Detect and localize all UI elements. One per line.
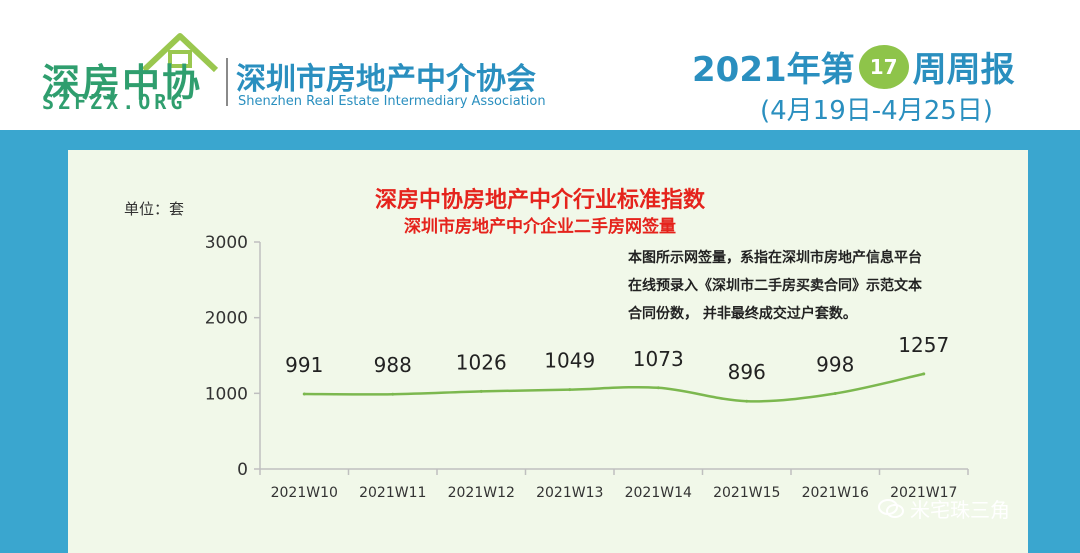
data-point (568, 388, 572, 392)
report-title: 2021年第 17 周周报 (692, 42, 1015, 91)
chart-title: 深房中协房地产中介行业标准指数 (374, 188, 705, 213)
logo-chinese: 深房中协 (42, 61, 203, 105)
x-tick-label: 2021W11 (359, 485, 426, 501)
data-label: 988 (374, 353, 412, 377)
association-name-cn: 深圳市房地产中介协会 (236, 62, 536, 97)
data-label: 1049 (544, 349, 595, 373)
note-line: 本图所示网签量，系指在深圳市房地产信息平台 (628, 250, 922, 266)
data-label: 998 (816, 352, 854, 376)
chart-subtitle: 深圳市房地产中介企业二手房网签量 (404, 217, 676, 237)
y-tick-label: 1000 (205, 384, 248, 404)
chart-panel (68, 150, 1028, 553)
week-number-badge: 17 (858, 44, 909, 89)
note-line: 合同份数， 并非最终成交过户套数。 (628, 306, 857, 322)
house-logo-icon (141, 33, 219, 73)
data-label: 1073 (633, 347, 684, 371)
x-tick-label: 2021W12 (448, 485, 515, 501)
x-tick-label: 2021W15 (713, 485, 780, 501)
logo-divider (226, 58, 228, 106)
data-point (745, 399, 749, 403)
data-label: 1257 (898, 333, 949, 357)
note-line: 在线预录入《深圳市二手房买卖合同》示范文本 (628, 278, 922, 294)
unit-label: 单位：套 (124, 200, 185, 218)
data-point (656, 386, 660, 390)
x-tick-label: 2021W10 (271, 485, 338, 501)
y-tick-label: 0 (237, 460, 248, 480)
watermark-text: 米宅珠三角 (910, 498, 1010, 522)
report-title-prefix: 2021年第 (692, 50, 855, 90)
logo-domain: SZFZX.ORG (42, 90, 187, 114)
report-title-suffix: 周周报 (912, 50, 1015, 90)
chart-note: 本图所示网签量，系指在深圳市房地产信息平台 在线预录入《深圳市二手房买卖合同》示… (628, 244, 988, 328)
association-name-en: Shenzhen Real Estate Intermediary Associ… (238, 94, 546, 109)
data-point (922, 372, 926, 376)
y-tick-label: 3000 (205, 233, 248, 253)
data-point (302, 392, 306, 396)
data-label: 1026 (456, 350, 507, 374)
data-point (833, 391, 837, 395)
x-tick-label: 2021W13 (536, 485, 603, 501)
x-tick-label: 2021W14 (625, 485, 692, 501)
header-divider (0, 130, 1080, 133)
y-tick-label: 2000 (205, 309, 248, 329)
data-label: 896 (728, 360, 766, 384)
x-tick-label: 2021W16 (802, 485, 869, 501)
report-date-range: (4月19日-4月25日) (760, 96, 993, 126)
wechat-icon (878, 498, 904, 518)
data-point (391, 392, 395, 396)
series-line (304, 372, 925, 403)
data-point (479, 389, 483, 393)
x-tick-label: 2021W17 (890, 485, 957, 501)
watermark: 米宅珠三角 (878, 494, 1010, 523)
data-label: 991 (285, 353, 323, 377)
